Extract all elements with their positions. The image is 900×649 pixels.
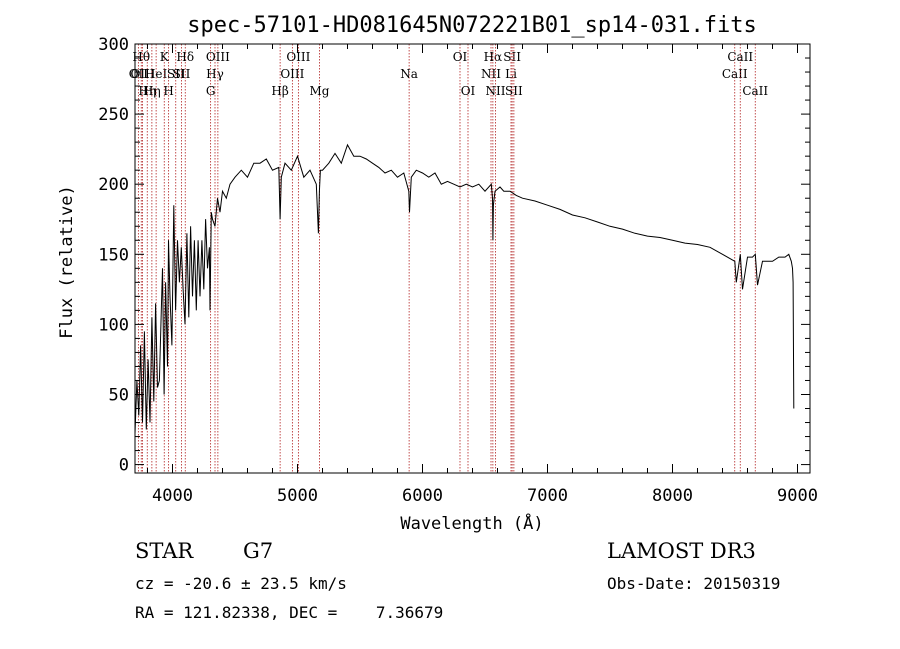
observation-date: Obs-Date: 20150319 bbox=[607, 574, 781, 593]
line-marker-label: OIII bbox=[130, 67, 154, 81]
spectrum-series bbox=[134, 143, 795, 434]
line-marker-label: SII bbox=[503, 50, 521, 64]
x-tick-label: 9000 bbox=[777, 486, 818, 506]
survey-name: LAMOST DR3 bbox=[607, 539, 756, 563]
x-tick-label: 6000 bbox=[402, 486, 443, 506]
object-class: STAR bbox=[135, 539, 194, 563]
line-marker-label: H bbox=[163, 84, 173, 98]
line-marker-label: Hγ bbox=[206, 67, 224, 81]
line-marker-label: CaII bbox=[727, 50, 753, 64]
coordinates: RA = 121.82338, DEC = 7.36679 bbox=[135, 603, 444, 622]
spectral-line-markers: OIIHθOIIIHηHηHeIKHSIISIIHδGHγOIIIHβOIIIO… bbox=[129, 44, 768, 473]
y-tick-label: 200 bbox=[98, 175, 129, 195]
line-marker-label: OIII bbox=[206, 50, 230, 64]
line-marker-label: NII bbox=[481, 67, 501, 81]
line-marker-label: Na bbox=[400, 67, 418, 81]
x-tick-label: 4000 bbox=[152, 486, 193, 506]
y-tick-label: 50 bbox=[109, 385, 129, 405]
x-tick-label: 5000 bbox=[277, 486, 318, 506]
axes: 4000 5000 6000 7000 8000 9000 0 50 100 150 200 250 3… bbox=[98, 35, 818, 506]
line-marker-label: CaII bbox=[742, 84, 768, 98]
line-marker-label: OIII bbox=[286, 50, 310, 64]
object-subclass: G7 bbox=[243, 539, 274, 563]
x-axis-label: Wavelength (Å) bbox=[400, 512, 543, 534]
line-marker-label: SII bbox=[167, 67, 185, 81]
redshift-value: cz = -20.6 ± 23.5 km/s bbox=[135, 574, 347, 593]
line-marker-label: K bbox=[160, 50, 170, 64]
line-marker-label: Hδ bbox=[176, 50, 194, 64]
y-tick-label: 150 bbox=[98, 245, 129, 265]
y-tick-label: 0 bbox=[119, 456, 129, 476]
line-marker-label: Hη bbox=[143, 84, 161, 98]
line-marker-label: HeI bbox=[145, 67, 168, 81]
y-axis-label: Flux (relative) bbox=[57, 185, 77, 339]
y-tick-label: 300 bbox=[98, 35, 129, 55]
chart-title: spec-57101-HD081645N072221B01_sp14-031.f… bbox=[187, 13, 757, 38]
plot-frame bbox=[134, 43, 811, 474]
x-tick-label: 7000 bbox=[527, 486, 568, 506]
line-marker-label: OII bbox=[129, 67, 149, 81]
line-marker-label: CaII bbox=[722, 67, 748, 81]
y-tick-label: 250 bbox=[98, 105, 129, 125]
line-marker-label: Hα bbox=[484, 50, 503, 64]
spectrum-line bbox=[134, 143, 795, 434]
line-marker-label: NII bbox=[486, 84, 506, 98]
line-marker-label: Hβ bbox=[271, 84, 288, 98]
line-marker-label: SII bbox=[173, 67, 191, 81]
line-marker-label: G bbox=[206, 84, 216, 98]
line-marker-label: Li bbox=[505, 67, 517, 81]
line-marker-label: OI bbox=[453, 50, 468, 64]
x-tick-label: 8000 bbox=[652, 486, 693, 506]
line-marker-label: OI bbox=[461, 84, 476, 98]
line-marker-label: OIII bbox=[280, 67, 304, 81]
y-tick-label: 100 bbox=[98, 315, 129, 335]
line-marker-label: Hθ bbox=[132, 50, 150, 64]
line-marker-label: SII bbox=[505, 84, 523, 98]
line-marker-label: Mg bbox=[310, 84, 330, 98]
